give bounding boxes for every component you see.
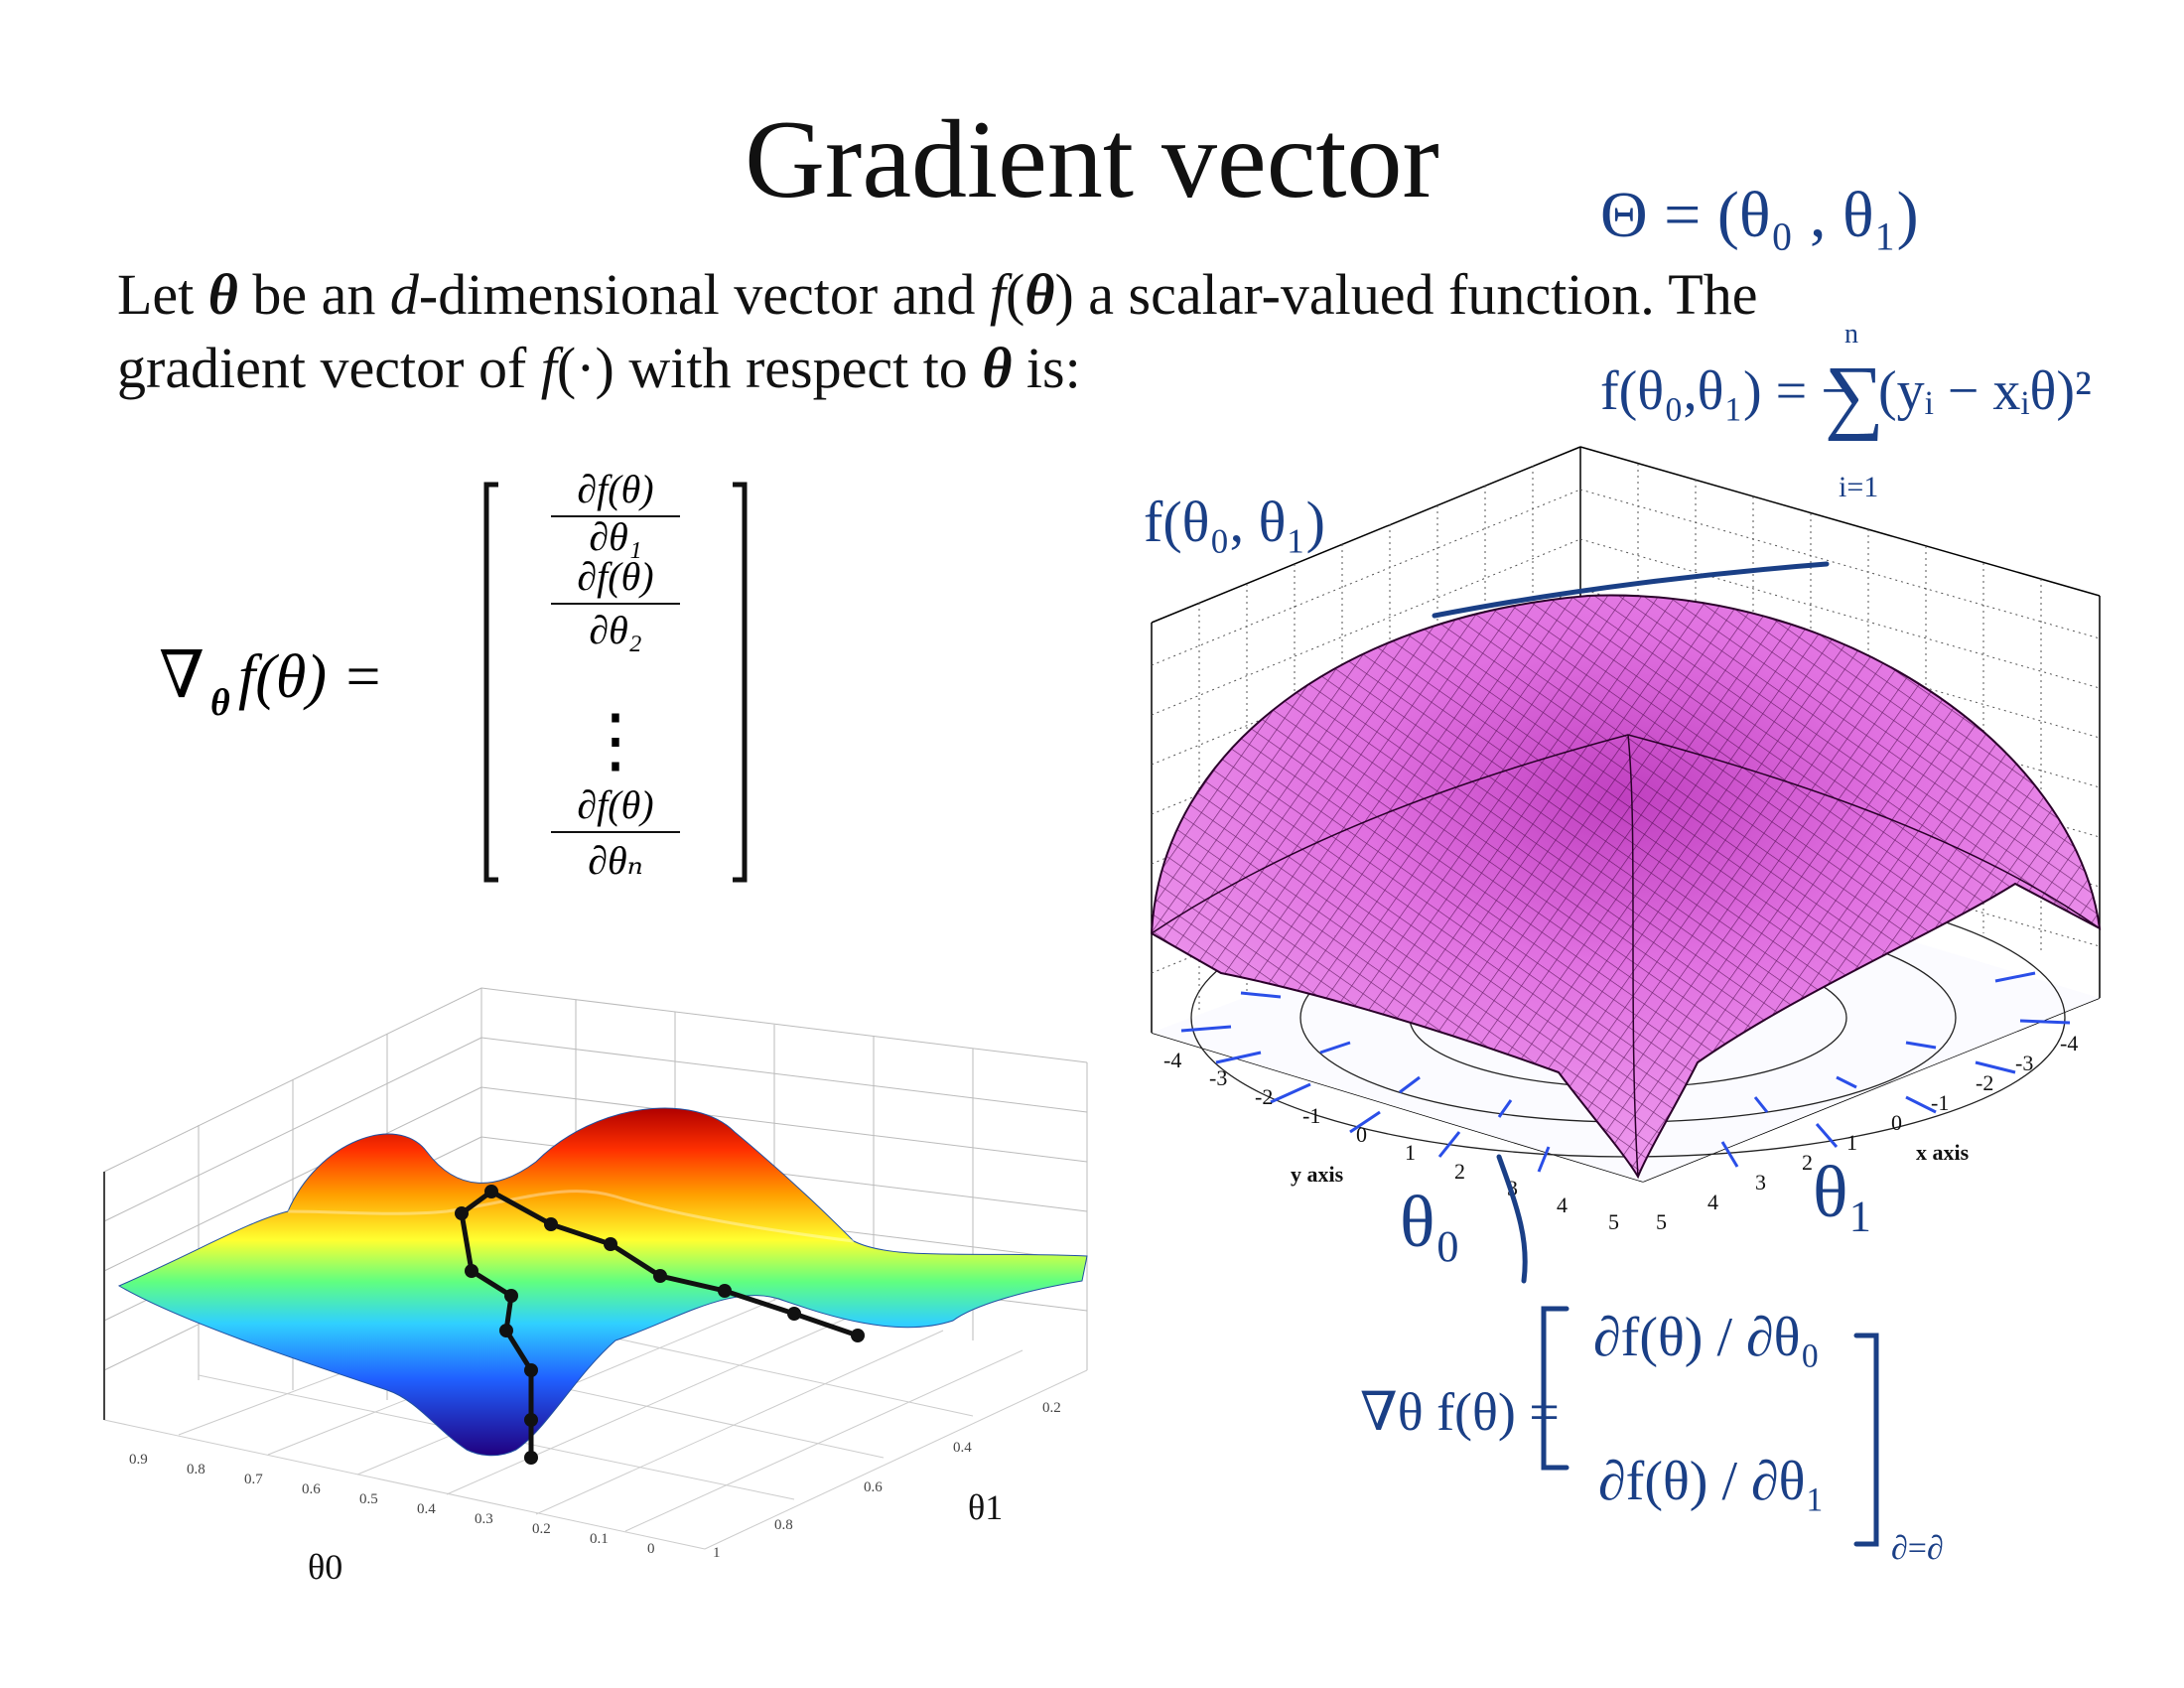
svg-text:3: 3 [1755,1170,1766,1195]
text-gradient-of: gradient vector of [117,336,541,400]
svg-text:4: 4 [1557,1193,1568,1217]
svg-text:0: 0 [1356,1122,1367,1147]
svg-text:0.4: 0.4 [417,1501,436,1517]
theta0-axis-label: θ0 [308,1547,342,1587]
text-scalar: a scalar-valued function. The [1073,262,1758,327]
gradient-arrows [1180,971,2071,1173]
rown-numerator: ∂f(θ) [577,782,653,827]
theta1-axis-label: θ1 [968,1487,1003,1527]
theta-symbol-2: θ [1024,262,1055,327]
f-symbol: f [989,262,1007,327]
svg-text:0.3: 0.3 [475,1511,493,1527]
svg-text:-1: -1 [1302,1103,1320,1128]
row2-denominator: ∂θ₂ [589,608,641,652]
svg-text:-2: -2 [1255,1084,1273,1109]
svg-text:0.8: 0.8 [187,1462,205,1477]
svg-text:1: 1 [713,1545,721,1561]
svg-text:0.6: 0.6 [302,1481,321,1497]
theta0-ticks: 0.9 0.8 0.7 0.6 0.5 0.4 0.3 0.2 0.1 0 [129,1452,655,1557]
text-be-an: be an [237,262,390,327]
svg-text:4: 4 [1707,1190,1718,1214]
svg-text:-3: -3 [2015,1051,2033,1075]
left-bracket [483,482,498,883]
nabla-subscript: θ [210,682,230,724]
row1-denominator: ∂θ₁ [589,514,641,559]
vertical-dots: ⋮ [580,701,651,780]
definition-paragraph: Let θ be an d-dimensional vector and f(θ… [117,258,2063,405]
svg-text:3: 3 [1507,1176,1518,1200]
paraboloid-surface [1150,594,2102,1180]
svg-text:0.8: 0.8 [774,1517,793,1533]
svg-text:0.2: 0.2 [532,1521,551,1537]
y-axis-label: y axis [1291,1162,1344,1187]
colored-surface [117,1107,1088,1457]
hand-right-bracket [1853,1333,1879,1547]
right-bracket [733,482,748,883]
text-is: is: [1012,336,1081,400]
svg-text:0.7: 0.7 [244,1472,263,1487]
surface-descent-plot: 0.9 0.8 0.7 0.6 0.5 0.4 0.3 0.2 0.1 0 0.… [103,987,1088,1587]
row2-numerator: ∂f(θ) [577,554,653,599]
svg-text:0.5: 0.5 [359,1491,378,1507]
left-axis-ticks: -4 -3 -2 -1 0 1 2 3 4 5 [1163,1048,1619,1234]
nabla-symbol: ∇ [159,639,205,712]
lhs-expression: f(θ) = [238,643,383,711]
gradient-row2: ∂f(θ) / ∂θ₁ [1598,1451,1825,1512]
paraboloid-plot: -4 -3 -2 -1 0 1 2 3 4 5 5 4 3 2 1 0 -1 -… [1150,446,2102,1234]
svg-text:-3: -3 [1209,1065,1227,1090]
slide-title: Gradient vector [745,98,1439,221]
svg-text:2: 2 [1454,1159,1465,1184]
dot-arg: (·) [556,336,614,400]
text-dim: -dimensional vector and [418,262,990,327]
text-wrt: with respect to [614,336,983,400]
f-symbol-2: f [540,336,557,400]
svg-text:0.1: 0.1 [590,1531,609,1547]
svg-text:-2: -2 [1976,1070,1993,1095]
svg-text:5: 5 [1656,1209,1667,1234]
gradient-formula: ∇ θ f(θ) = ∂f(θ) ∂θ₁ ∂f(θ) ∂θ₂ ⋮ ∂f(θ) ∂… [159,467,748,883]
gradient-row1: ∂f(θ) / ∂θ₀ [1593,1307,1820,1368]
svg-text:1: 1 [1846,1130,1857,1155]
svg-text:0.6: 0.6 [864,1479,883,1495]
svg-text:-1: -1 [1931,1090,1949,1115]
svg-text:5: 5 [1608,1209,1619,1234]
paren-open: ( [1006,262,1025,327]
svg-text:0: 0 [647,1541,655,1557]
corner-scribble: ∂=∂ [1891,1530,1944,1567]
svg-text:0.4: 0.4 [953,1440,972,1456]
right-axis-ticks: 5 4 3 2 1 0 -1 -2 -3 -4 [1656,1031,2078,1234]
hand-left-bracket [1541,1306,1570,1471]
svg-text:1: 1 [1405,1140,1416,1165]
gradient-lhs: ∇θ f(θ) = [1360,1382,1560,1442]
row1-numerator: ∂f(θ) [577,467,653,511]
text-let: Let [117,262,208,327]
d-symbol: d [389,262,419,327]
svg-text:-4: -4 [2060,1031,2078,1055]
rown-denominator: ∂θₙ [588,838,643,883]
theta-symbol-3: θ [982,336,1013,400]
theta-symbol: θ [207,262,238,327]
svg-text:0: 0 [1891,1110,1902,1135]
svg-text:0.9: 0.9 [129,1452,148,1468]
theta1-ticks: 0.2 0.4 0.6 0.8 1 [713,1400,1061,1561]
svg-text:0.2: 0.2 [1042,1400,1061,1416]
paren-close: ) [1054,262,1074,327]
descent-markers [455,1185,865,1465]
svg-text:2: 2 [1802,1150,1813,1175]
svg-text:-4: -4 [1163,1048,1181,1072]
x-axis-label: x axis [1916,1140,1970,1165]
